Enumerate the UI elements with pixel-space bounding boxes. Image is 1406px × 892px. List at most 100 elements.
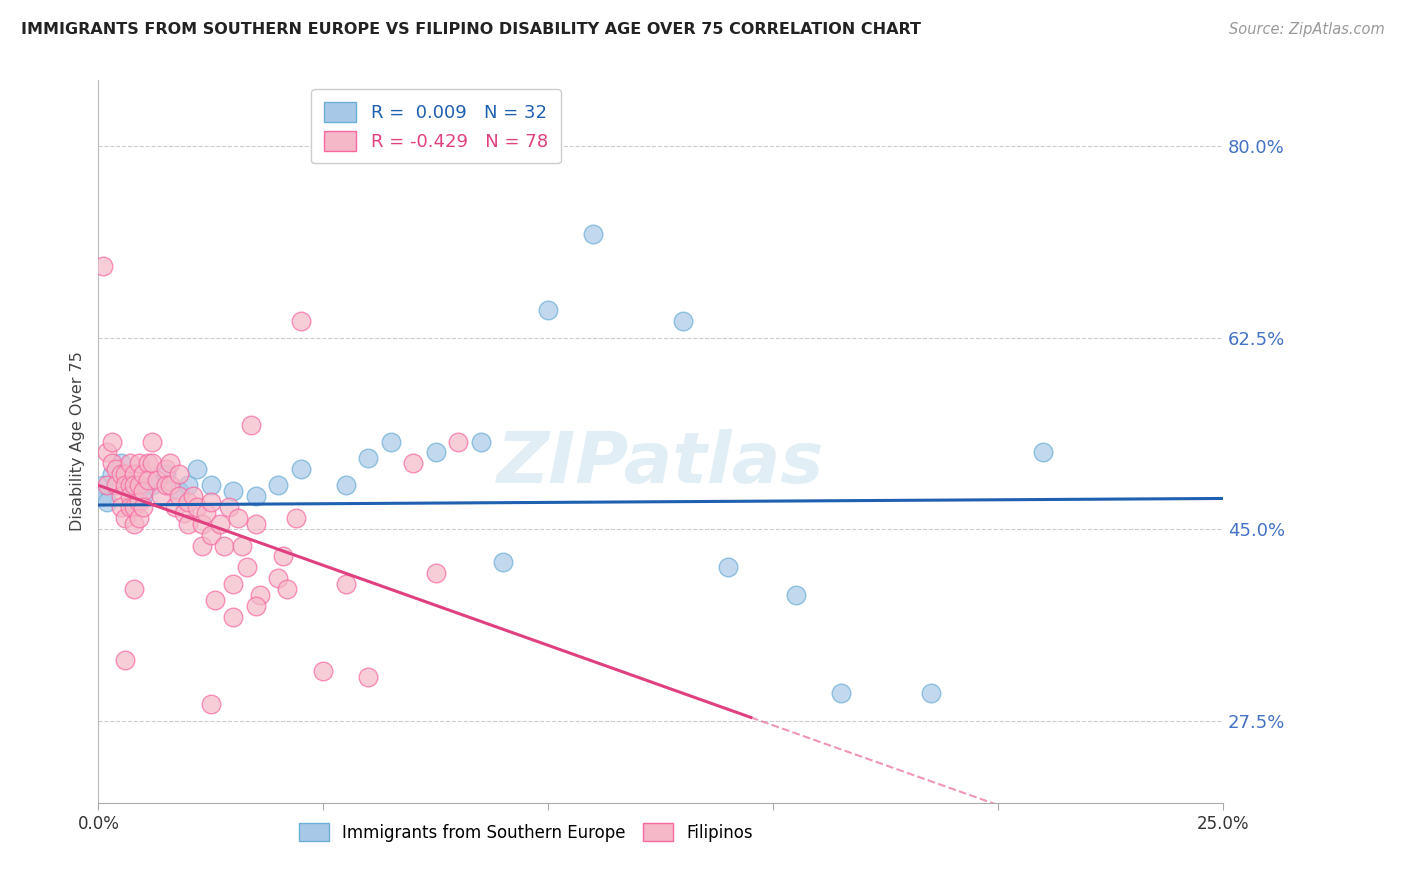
Point [141,457,163,471]
Point [146,473,169,487]
Point [245,599,267,613]
Point [240,418,263,433]
Point [96,445,118,459]
Point [132,489,155,503]
Point [200,478,222,492]
Point [785,588,807,602]
Point [208,516,231,531]
Point [236,560,259,574]
Point [114,653,136,667]
Point [537,303,560,318]
Point [177,478,200,492]
Point [312,665,335,679]
Point [124,500,146,515]
Point [118,457,141,471]
Legend: Immigrants from Southern Europe, Filipinos: Immigrants from Southern Europe, Filipin… [292,817,759,848]
Point [335,577,357,591]
Point [181,489,204,503]
Point [118,500,141,515]
Point [335,478,357,492]
Point [402,457,425,471]
Point [155,478,177,492]
Text: IMMIGRANTS FROM SOUTHERN EUROPE VS FILIPINO DISABILITY AGE OVER 75 CORRELATION C: IMMIGRANTS FROM SOUTHERN EUROPE VS FILIP… [21,22,921,37]
Point [200,698,222,712]
Point [114,467,136,482]
Point [186,500,208,515]
Point [186,462,208,476]
Point [380,434,402,449]
Point [114,511,136,525]
Point [96,478,118,492]
Point [245,489,267,503]
Point [169,489,191,503]
Point [124,478,146,492]
Point [177,494,200,508]
Point [114,478,136,492]
Point [124,483,146,498]
Point [717,560,740,574]
Point [128,494,150,508]
Point [110,489,132,503]
Point [672,314,695,328]
Point [118,489,141,503]
Point [200,494,222,508]
Point [470,434,492,449]
Point [425,566,447,580]
Point [222,609,245,624]
Point [285,511,308,525]
Point [105,478,128,492]
Point [267,571,290,585]
Point [114,473,136,487]
Point [91,260,114,274]
Point [169,467,191,482]
Point [159,478,181,492]
Point [128,457,150,471]
Point [136,457,159,471]
Point [128,478,150,492]
Point [1032,445,1054,459]
Point [124,516,146,531]
Point [159,457,181,471]
Point [173,506,195,520]
Point [163,500,186,515]
Point [141,434,163,449]
Point [290,462,312,476]
Point [155,462,177,476]
Point [447,434,470,449]
Point [214,539,236,553]
Point [136,473,159,487]
Point [226,511,249,525]
Point [492,555,515,569]
Point [101,457,124,471]
Point [249,588,271,602]
Point [425,445,447,459]
Point [91,489,114,503]
Point [920,686,942,700]
Point [204,593,226,607]
Point [357,450,380,465]
Point [191,539,214,553]
Point [132,483,155,498]
Point [132,467,155,482]
Point [110,457,132,471]
Text: ZIPatlas: ZIPatlas [498,429,824,498]
Point [195,506,218,520]
Point [231,539,253,553]
Point [169,483,191,498]
Text: Source: ZipAtlas.com: Source: ZipAtlas.com [1229,22,1385,37]
Point [830,686,852,700]
Point [101,434,124,449]
Point [200,527,222,541]
Point [141,478,163,492]
Point [96,494,118,508]
Point [105,462,128,476]
Point [110,500,132,515]
Point [124,467,146,482]
Point [101,467,124,482]
Point [110,467,132,482]
Point [222,577,245,591]
Point [267,478,290,492]
Point [128,511,150,525]
Point [290,314,312,328]
Y-axis label: Disability Age Over 75: Disability Age Over 75 [69,351,84,532]
